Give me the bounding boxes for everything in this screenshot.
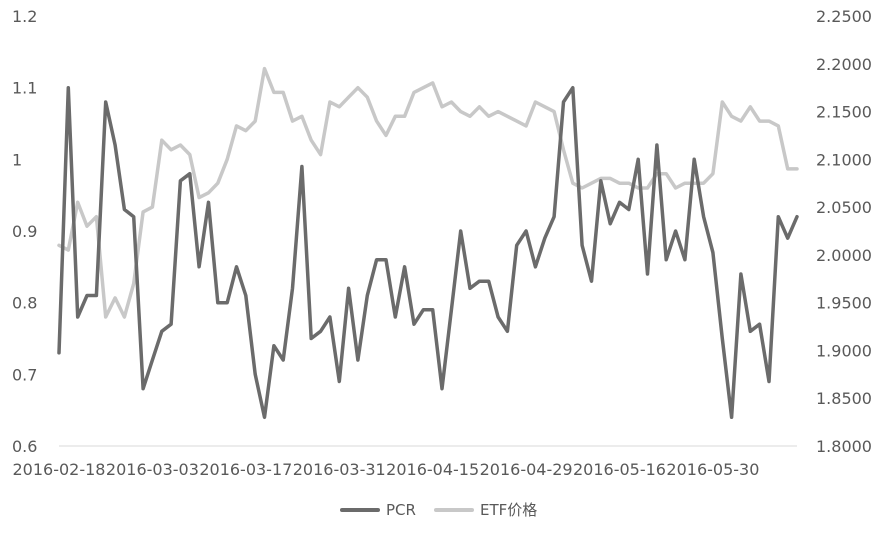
right-y-axis: 1.8000 1.8500 1.9000 1.9500 2.0000 2.0500 2.10…	[816, 7, 872, 456]
right-y-tick-label: 2.0500	[816, 198, 872, 217]
right-y-tick-label: 2.2000	[816, 55, 872, 74]
left-y-tick-label: 0.8	[12, 294, 37, 313]
right-y-tick-label: 1.9000	[816, 341, 872, 360]
legend-label-pcr: PCR	[386, 501, 416, 519]
left-y-axis: 0.6 0.7 0.8 0.9 1 1.1 1.2	[12, 7, 37, 456]
series-line-pcr	[57, 85, 799, 420]
x-tick-label: 2016-05-16	[573, 460, 666, 479]
right-y-tick-label: 1.9500	[816, 294, 872, 313]
right-y-tick-label: 2.0000	[816, 246, 872, 265]
x-tick-label: 2016-02-18	[13, 460, 106, 479]
left-y-tick-label: 1.2	[12, 7, 37, 26]
legend-label-etf: ETF价格	[480, 501, 537, 519]
left-y-tick-label: 0.7	[12, 365, 37, 384]
right-y-tick-label: 1.8000	[816, 437, 872, 456]
left-y-tick-label: 1	[12, 150, 22, 169]
legend: PCR ETF价格	[340, 501, 537, 519]
x-tick-label: 2016-04-15	[386, 460, 479, 479]
x-tick-label: 2016-03-17	[199, 460, 292, 479]
left-y-tick-label: 0.9	[12, 222, 37, 241]
left-y-tick-label: 1.1	[12, 79, 37, 98]
x-tick-label: 2016-05-30	[666, 460, 759, 479]
x-tick-label: 2016-04-29	[480, 460, 573, 479]
x-tick-label: 2016-03-03	[106, 460, 199, 479]
series-line-etf	[57, 66, 799, 319]
x-tick-label: 2016-03-31	[293, 460, 386, 479]
right-y-tick-label: 2.1000	[816, 150, 872, 169]
right-y-tick-label: 2.2500	[816, 7, 872, 26]
left-y-tick-label: 0.6	[12, 437, 37, 456]
series-layer	[57, 66, 799, 420]
right-y-tick-label: 2.1500	[816, 103, 872, 122]
right-y-tick-label: 1.8500	[816, 389, 872, 408]
x-axis: 2016-02-18 2016-03-03 2016-03-17 2016-03-31…	[13, 445, 797, 479]
